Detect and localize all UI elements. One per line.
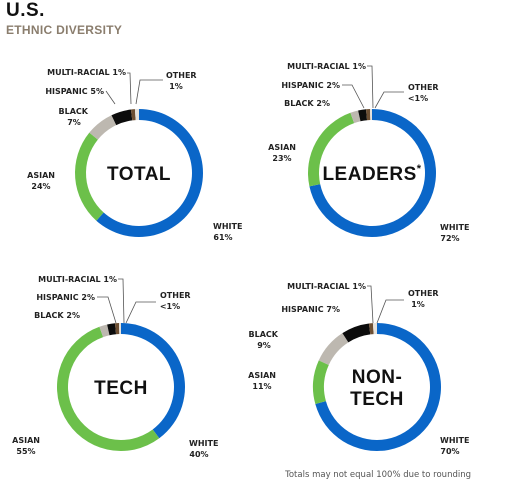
- slice-hispanic: [358, 109, 368, 122]
- label-hispanic: HISPANIC 5%: [45, 87, 104, 96]
- slice-other: [369, 109, 372, 121]
- slice-black: [99, 324, 110, 338]
- value-other: <1%: [160, 302, 180, 311]
- label-white: WHITE: [189, 439, 218, 448]
- value-black: 9%: [257, 341, 271, 350]
- label-black: BLACK: [249, 330, 279, 339]
- slice-multi-racial: [130, 109, 136, 121]
- label-multi-racial: MULTI-RACIAL 1%: [287, 282, 366, 291]
- leader-line: [367, 65, 374, 109]
- label-white: WHITE: [440, 436, 469, 445]
- label-black: BLACK: [59, 107, 89, 116]
- value-white: 40%: [189, 450, 208, 459]
- label-other: OTHER: [408, 289, 439, 298]
- slice-asian: [75, 132, 104, 221]
- slice-asian: [308, 112, 355, 187]
- value-other: <1%: [408, 94, 428, 103]
- label-other: OTHER: [160, 291, 191, 300]
- donut-chart-1: TOTAL WHITE 61% ASIAN 24% BLACK 7% HISPANIC 5% M…: [27, 68, 242, 242]
- slice-asian: [56, 326, 160, 452]
- chart-center-title: TECH: [94, 378, 148, 399]
- chart-center-title: NON-: [352, 367, 403, 388]
- label-asian: ASIAN: [268, 143, 296, 152]
- value-asian: 55%: [16, 447, 35, 456]
- leader-line: [367, 285, 374, 324]
- slice-hispanic: [107, 323, 117, 336]
- slice-black: [318, 333, 349, 365]
- slice-hispanic: [342, 323, 371, 343]
- label-black: BLACK 2%: [34, 311, 80, 320]
- leader-line: [125, 301, 156, 324]
- label-other: OTHER: [166, 71, 197, 80]
- value-black: 7%: [67, 118, 81, 127]
- leader-line: [105, 90, 116, 105]
- slice-asian: [312, 360, 329, 405]
- donut-chart-3: TECH WHITE 40% ASIAN 55% BLACK 2% HISPANIC 2% M…: [12, 275, 218, 459]
- slice-multi-racial: [115, 323, 120, 335]
- label-black: BLACK 2%: [284, 99, 330, 108]
- value-white: 72%: [440, 234, 459, 243]
- footnote: Totals may not equal 100% due to roundin…: [285, 470, 471, 480]
- label-white: WHITE: [440, 223, 469, 232]
- chart-center-title: TECH: [350, 389, 404, 410]
- leader-line: [135, 79, 163, 105]
- slice-other: [372, 323, 377, 335]
- page-subtitle: ETHNIC DIVERSITY: [6, 23, 123, 37]
- donut-chart-4: NON-TECH WHITE 70% ASIAN 11% BLACK 9% HISPANIC …: [248, 282, 469, 456]
- leader-line: [342, 84, 365, 109]
- label-multi-racial: MULTI-RACIAL 1%: [38, 275, 117, 284]
- label-hispanic: HISPANIC 2%: [281, 81, 340, 90]
- label-multi-racial: MULTI-RACIAL 1%: [287, 62, 366, 71]
- label-asian: ASIAN: [12, 436, 40, 445]
- slice-multi-racial: [366, 109, 371, 121]
- chart-center-title: LEADERS*: [322, 163, 421, 185]
- value-white: 70%: [440, 447, 459, 456]
- label-asian: ASIAN: [248, 371, 276, 380]
- value-other: 1%: [411, 300, 425, 309]
- slice-other: [134, 109, 139, 121]
- label-hispanic: HISPANIC 2%: [36, 293, 95, 302]
- value-asian: 24%: [31, 182, 50, 191]
- value-white: 61%: [213, 233, 232, 242]
- leader-line: [97, 296, 117, 324]
- donut-chart-2: LEADERS* WHITE 72% ASIAN 23% BLACK 2% HISPANIC…: [268, 62, 469, 243]
- leader-line: [118, 278, 125, 324]
- slice-other: [118, 323, 121, 335]
- value-asian: 11%: [252, 382, 271, 391]
- label-white: WHITE: [213, 222, 242, 231]
- label-multi-racial: MULTI-RACIAL 1%: [47, 68, 126, 77]
- label-other: OTHER: [408, 83, 439, 92]
- slice-black: [350, 110, 361, 124]
- slice-multi-racial: [368, 323, 374, 335]
- value-other: 1%: [169, 82, 183, 91]
- leader-line: [376, 299, 404, 324]
- label-hispanic: HISPANIC 7%: [281, 305, 340, 314]
- value-asian: 23%: [272, 154, 291, 163]
- slice-black: [89, 115, 117, 140]
- chart-center-title: TOTAL: [107, 164, 171, 185]
- leader-line: [127, 72, 132, 105]
- label-asian: ASIAN: [27, 171, 55, 180]
- slice-white: [96, 109, 203, 237]
- page-title: U.S.: [6, 0, 45, 21]
- leader-line: [374, 91, 404, 109]
- slice-white: [121, 323, 185, 439]
- slice-hispanic: [111, 109, 133, 126]
